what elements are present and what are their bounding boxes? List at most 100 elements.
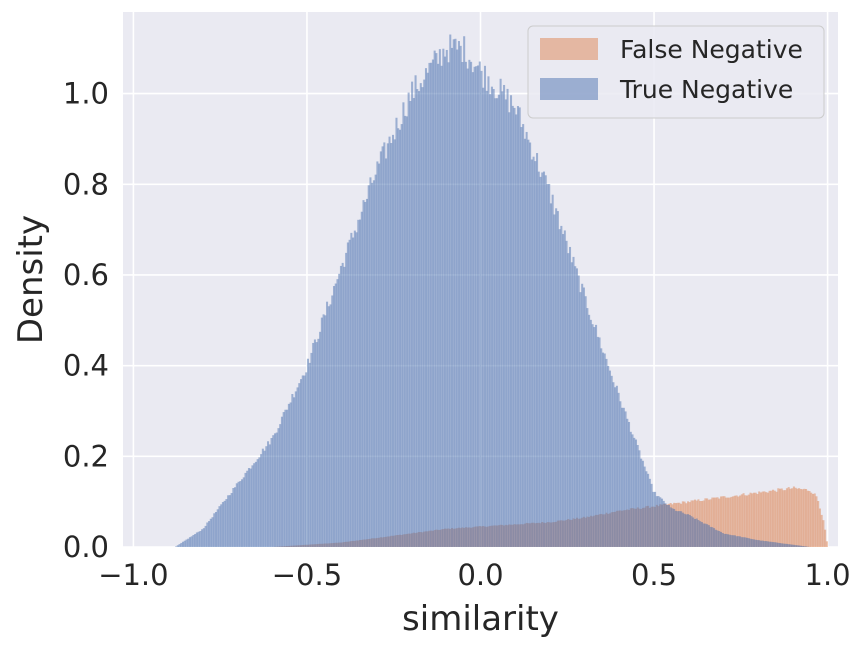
series-1-bar [626,418,629,547]
series-1-bar [430,62,433,548]
series-1-bar [194,533,197,547]
series-1-bar [805,546,808,547]
series-1-bar [758,540,761,547]
series-1-bar [402,102,405,548]
series-1-bar [279,424,282,547]
series-0-bar [747,494,750,547]
series-0-bar [718,498,721,547]
series-0-bar [799,488,802,547]
series-0-bar [726,497,729,547]
series-1-bar [794,545,797,547]
series-1-bar [241,479,244,547]
series-1-bar [346,242,349,548]
series-1-bar [746,537,749,547]
series-1-bar [313,339,316,547]
series-0-bar [784,490,787,547]
series-1-bar [447,62,450,548]
series-1-bar [365,198,368,547]
series-0-bar [810,492,813,547]
histogram-bars [175,34,828,548]
series-1-bar [647,473,650,547]
series-1-bar [461,62,464,547]
series-1-bar [440,65,443,548]
series-1-bar [213,513,216,547]
series-1-bar [315,342,318,547]
series-1-bar [235,483,238,547]
series-1-bar [780,543,783,547]
series-1-bar [666,505,669,547]
series-1-bar [622,407,625,547]
series-1-bar [728,534,731,547]
series-1-bar [671,508,674,547]
series-1-bar [662,500,665,547]
series-1-bar [338,273,341,547]
series-1-bar [652,491,655,547]
series-1-bar [397,128,400,547]
series-1-bar [263,450,266,547]
series-1-bar [730,535,733,547]
series-1-bar [615,385,618,547]
series-1-bar [244,472,247,547]
series-1-bar [782,543,785,547]
series-1-bar [369,177,372,547]
series-1-bar [527,139,530,547]
series-1-bar [322,314,325,547]
series-1-bar [709,526,712,547]
legend-swatch [540,38,598,60]
series-0-bar [721,496,724,547]
x-tick-label: 1.0 [805,558,850,592]
series-1-bar [247,468,250,547]
series-1-bar [450,47,454,547]
series-0-bar [739,495,742,547]
series-1-bar [529,142,532,548]
series-1-bar [681,512,684,547]
series-1-bars [175,34,811,548]
series-1-bar [624,411,627,547]
series-1-bar [548,183,551,547]
series-1-bar [601,352,605,547]
series-1-bar [751,539,754,547]
series-1-bar [185,539,188,547]
series-1-bar [700,522,703,547]
series-1-bar [536,153,539,547]
series-1-bar [522,124,525,548]
series-1-bar [211,517,214,547]
series-1-bar [298,383,301,547]
series-0-bar [789,488,792,547]
series-1-bar [414,75,417,548]
series-1-bar [437,63,440,548]
series-1-bar [516,106,519,547]
series-1-bar [563,230,566,548]
series-1-bar [273,433,277,547]
y-tick-label: 0.6 [63,258,109,292]
series-1-bar [603,353,606,547]
series-1-bar [546,184,549,547]
series-1-bar [633,437,636,547]
series-1-bar [183,540,186,547]
series-1-bar [638,450,641,547]
series-1-bar [178,544,181,547]
series-1-bar [572,256,575,547]
series-1-bar [485,90,488,547]
series-1-bar [239,481,242,547]
series-1-bar [674,510,677,547]
series-1-bar [718,531,721,547]
series-1-bar [209,518,212,547]
series-1-bar [591,324,594,547]
series-1-bar [612,382,615,547]
series-1-bar [232,488,235,547]
series-1-bar [530,159,533,547]
series-1-bar [195,532,198,547]
series-1-bar [334,283,337,547]
series-0-bar [730,496,733,547]
series-1-bar [301,375,304,547]
series-1-bar [310,352,313,547]
series-1-bar [214,511,218,547]
series-0-bar [737,496,740,547]
series-0-bar [709,499,712,547]
series-1-bar [747,538,750,547]
series-1-bar [549,203,552,547]
series-1-bar [319,331,322,547]
series-1-bar [796,545,799,547]
